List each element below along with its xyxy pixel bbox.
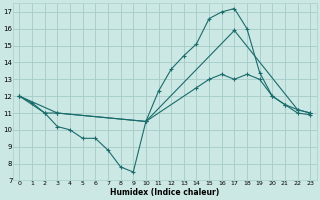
X-axis label: Humidex (Indice chaleur): Humidex (Indice chaleur) (110, 188, 220, 197)
